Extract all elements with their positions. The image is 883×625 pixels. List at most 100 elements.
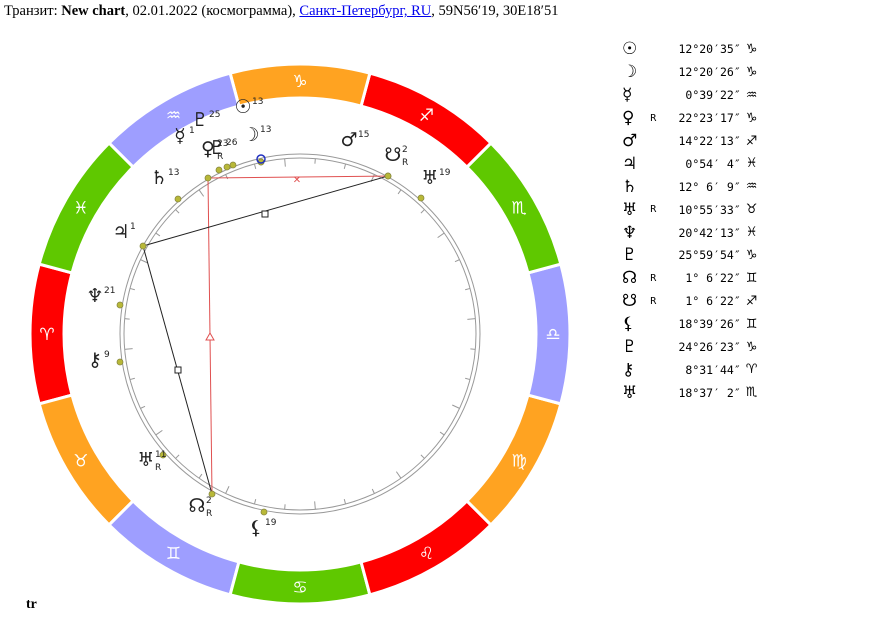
sign-glyph-leo: ♌	[419, 544, 434, 564]
planet-degree-south-node: 2	[402, 145, 408, 155]
position-dot-persephone	[215, 166, 223, 174]
sign-cell: ♊	[745, 270, 758, 286]
sign-cell: ♑	[745, 247, 758, 263]
positions-table: ☉ 12°20′35″ ♑ ☽ 12°20′26″ ♑ ☿ 0°39′22″ ♒ ♀ R 22°23′…	[622, 38, 772, 404]
planet-retro-south-node: R	[402, 158, 408, 168]
position-row-pluto: ♇ 25°59′54″ ♑	[622, 244, 772, 267]
planet-retro-venus: R	[217, 152, 223, 162]
planet-glyph-persephone: ♇	[191, 109, 208, 131]
tick-mark	[129, 377, 135, 381]
position-row-sun: ☉ 12°20′35″ ♑	[622, 38, 772, 61]
tick-mark	[314, 501, 316, 510]
aspect-marker-square	[261, 210, 269, 218]
planet-retro-north-node: R	[206, 509, 212, 519]
tick-mark	[395, 471, 402, 479]
sign-cell: ♏	[745, 385, 758, 401]
aspect-lines: ✕	[142, 175, 389, 495]
planet-degree-sun: 13	[252, 97, 263, 107]
planet-glyph-cell: ♃	[622, 153, 638, 174]
planet-glyph-venus: ♀	[201, 138, 215, 160]
position-row-saturn: ♄ 12° 6′ 9″ ♒	[622, 175, 772, 198]
retro-cell	[650, 130, 664, 153]
planet-glyph-cell: ⚷	[622, 359, 635, 380]
planet-glyph-moon: ☽	[242, 124, 259, 146]
planet-glyph-cell: ☽	[622, 62, 638, 83]
planet-glyph-mercury: ☿	[174, 125, 186, 147]
position-dot-chiron	[116, 358, 124, 366]
retro-cell	[650, 358, 664, 381]
degree-cell: 22°23′17″	[678, 111, 741, 126]
zodiac-ring: ♈ ♉ ♊ ♋ ♌ ♍ ♎ ♏ ♐ ♑ ♒ ♓	[28, 62, 572, 606]
sign-cell: ♑	[745, 339, 758, 355]
tick-mark	[155, 429, 163, 436]
planet-glyph-cell: ♄	[622, 176, 638, 197]
planet-glyph-cell: ♆	[622, 222, 638, 243]
tick-mark	[175, 454, 180, 459]
retro-cell: R	[650, 272, 657, 284]
chart-header: Транзит: New chart, 02.01.2022 (космогра…	[4, 3, 558, 20]
position-row-north-node: ☊ R 1° 6′22″ ♊	[622, 267, 772, 290]
planet-glyph-cell: ☋	[622, 291, 638, 312]
inner-circle	[119, 153, 481, 515]
position-dot-mercury	[204, 174, 212, 182]
sign-cell: ♒	[745, 87, 758, 103]
outer-track	[119, 153, 481, 515]
degree-cell: 18°37′ 2″	[678, 385, 741, 400]
planet-degree-lilith: 19	[265, 518, 277, 528]
sign-cell: ♑	[745, 64, 758, 80]
planet-glyph-chiron: ⚷	[88, 349, 102, 371]
planet-glyph-cell: ♅	[622, 382, 638, 403]
retro-cell	[650, 221, 664, 244]
tick-mark	[198, 473, 203, 479]
planet-degree-hades: 19	[439, 168, 451, 178]
tick-mark	[397, 189, 402, 195]
degree-cell: 12°20′35″	[678, 42, 741, 57]
planet-degree-north-node: 2	[206, 496, 212, 506]
sign-sector-pisces	[37, 140, 136, 275]
retro-cell	[650, 313, 664, 336]
planet-retro-uranus: R	[155, 463, 161, 473]
position-dot-north-node	[208, 490, 216, 498]
degree-cell: 12° 6′ 9″	[678, 179, 741, 194]
degree-cell: 14°22′13″	[678, 134, 741, 148]
aspect-marker-opposition: ✕	[293, 175, 301, 186]
position-row-hades: ♅ 18°37′ 2″ ♏	[622, 381, 772, 404]
tick-mark	[371, 488, 375, 494]
sign-cell: ♑	[745, 41, 758, 57]
degree-cell: 12°20′26″	[678, 65, 741, 80]
planet-glyph-cell: ♀	[622, 108, 635, 129]
tick-mark	[465, 377, 471, 381]
sign-cell: ♐	[745, 133, 758, 149]
location-link[interactable]: Санкт-Петербург, RU	[299, 3, 432, 19]
planet-degree-persephone: 25	[209, 110, 220, 120]
position-row-chiron: ⚷ 8°31′44″ ♈	[622, 358, 772, 381]
planet-markers: ☉ 13☽ 13☿ 1♀ 23R♂ 15♃ 1♄ 13♅ 11R♆ 21♇ 26☊ 2R☋ 2R⚸ 19♇…	[86, 96, 450, 539]
position-dot-jupiter	[139, 242, 147, 250]
retro-cell: R	[650, 112, 657, 124]
planet-degree-uranus: 11	[155, 450, 166, 460]
header-prefix: Транзит:	[4, 3, 62, 19]
planet-glyph-cell: ♅	[622, 199, 638, 220]
sign-cell: ♒	[745, 179, 758, 195]
planet-degree-venus: 23	[217, 139, 228, 149]
sign-cell: ♊	[745, 316, 758, 332]
tick-mark	[454, 259, 460, 263]
chart-name: New chart	[61, 3, 126, 19]
position-row-mercury: ☿ 0°39′22″ ♒	[622, 84, 772, 107]
tick-mark	[140, 405, 146, 409]
planet-degree-pluto: 26	[226, 138, 238, 148]
position-dot-south-node	[384, 172, 392, 180]
date-info: , 02.01.2022 (космограмма),	[125, 3, 300, 19]
retro-cell	[650, 84, 664, 107]
position-dot-uranus	[159, 451, 167, 459]
aspect-line-red	[207, 175, 389, 179]
sign-glyph-sagittarius: ♐	[419, 106, 434, 126]
sign-glyph-aquarius: ♒	[166, 106, 181, 126]
tick-mark	[452, 404, 460, 409]
position-row-mars: ♂ 14°22′13″ ♐	[622, 130, 772, 153]
sign-glyph-cancer: ♋	[292, 578, 307, 598]
planet-degree-chiron: 9	[104, 350, 110, 360]
transit-label: tr	[26, 597, 37, 612]
tick-mark	[284, 158, 286, 167]
retro-cell	[650, 244, 664, 267]
